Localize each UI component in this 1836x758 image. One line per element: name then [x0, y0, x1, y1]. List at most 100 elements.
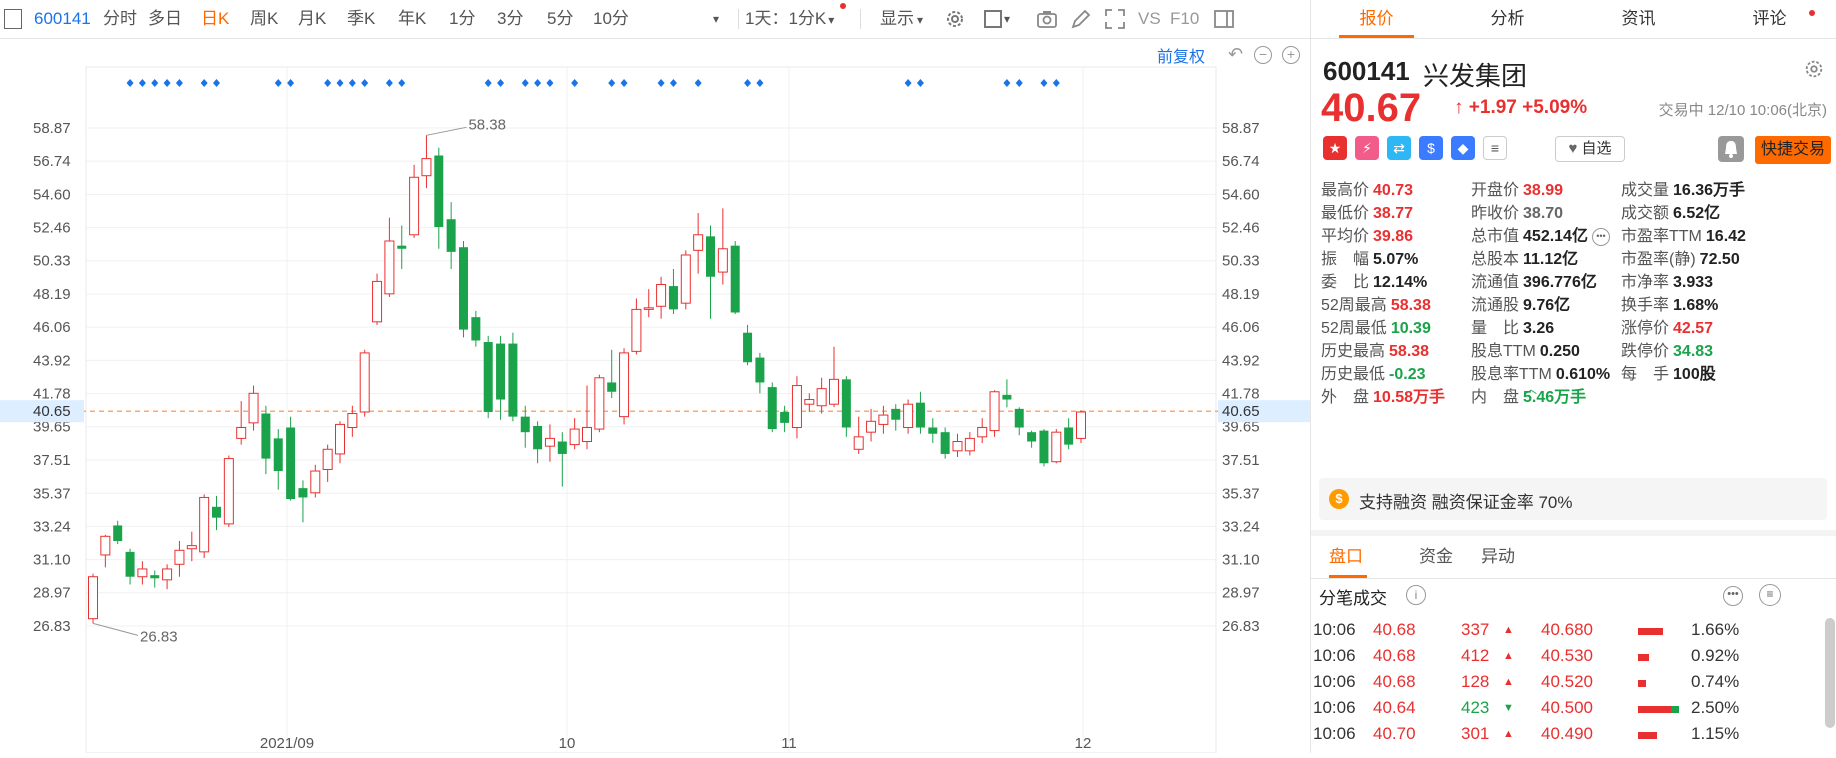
panel-tab-2[interactable]: 资讯	[1621, 9, 1656, 28]
scrollbar[interactable]	[1825, 618, 1835, 728]
y-tick-label-left: 58.87	[33, 120, 71, 137]
level-percent: 0.74%	[1691, 672, 1740, 691]
y-tick-label-left: 37.51	[33, 452, 71, 469]
tag-icon[interactable]: ◆	[1451, 136, 1475, 160]
stat-cell: 总市值 452.14亿 •••	[1471, 222, 1610, 246]
period-tab-7[interactable]: 1分	[449, 9, 476, 28]
display-menu[interactable]: 显示 ▾	[880, 0, 923, 38]
period-select[interactable]: 1天：1分K ▾	[745, 0, 834, 38]
sub-tab-0[interactable]: 盘口	[1329, 547, 1363, 566]
candle-body	[878, 414, 889, 425]
undo-icon[interactable]: ↶	[1228, 44, 1244, 64]
chart-toolbar: 600141 分时 多日 日K 周K 月K 季K 年K 1分 3分 5分 10分 ▾ 1天：1分K ▾ …	[0, 0, 1310, 39]
period-tab-2[interactable]: 日K	[201, 9, 230, 28]
adjust-menu[interactable]: 前复权	[1157, 49, 1206, 66]
tick-row: 10:06 40.70 301 ▲ 40.490 1.15%	[1311, 724, 1836, 750]
period-tab-1[interactable]: 多日	[148, 9, 182, 28]
period-tab-10[interactable]: 10分	[593, 9, 629, 28]
layout-icon[interactable]	[982, 7, 1006, 31]
stock-code: 600141	[1323, 56, 1410, 86]
stat-cell: 跌停价 34.83	[1621, 337, 1713, 361]
candle-body	[915, 402, 925, 428]
stat-cell: 最高价 40.73	[1321, 176, 1413, 200]
candle-body	[829, 378, 839, 405]
chevron-down-icon[interactable]: ▾	[1004, 12, 1011, 26]
chevron-up-icon[interactable]: ︿	[1525, 382, 1538, 396]
zoom-out-icon[interactable]: −	[1254, 46, 1272, 64]
camera-icon[interactable]	[1035, 7, 1059, 31]
dollar-icon[interactable]: $	[1419, 136, 1443, 160]
stat-label: 总市值	[1471, 228, 1520, 245]
more-icon[interactable]: •••	[1591, 227, 1610, 246]
stat-cell: 外 盘 10.58万手	[1321, 383, 1445, 407]
candles	[88, 135, 1086, 624]
stat-row: 平均价 39.86 总市值 452.14亿 ••• 市盈率TTM 16.42	[1311, 222, 1836, 246]
watchlist-button[interactable]: ♥ 自选	[1555, 136, 1625, 162]
stat-label: 流通值	[1471, 274, 1520, 291]
stat-value: 42.57	[1673, 320, 1714, 337]
sidebar-toggle-icon[interactable]	[4, 9, 22, 29]
china-flag-icon[interactable]: ★	[1323, 136, 1347, 160]
tick-volume: 423	[1461, 698, 1490, 717]
compare-button[interactable]: VS	[1138, 9, 1161, 28]
f10-button[interactable]: F10	[1170, 9, 1200, 28]
alert-bell-icon[interactable]	[1718, 136, 1744, 162]
y-tick-label-right: 54.60	[1222, 186, 1260, 203]
kline-chart[interactable]: 58.87 56.74 54.60 52.46 50.33 48.19 46.06 43.92…	[0, 39, 1310, 754]
sub-tab-1[interactable]: 资金	[1419, 547, 1453, 566]
panel-tab-3[interactable]: 评论	[1752, 9, 1787, 28]
event-marker	[904, 79, 912, 87]
candle-body	[384, 240, 395, 295]
fullscreen-icon[interactable]	[1103, 7, 1127, 31]
period-tab-8[interactable]: 3分	[497, 9, 524, 28]
more-icon[interactable]: •••	[1723, 586, 1743, 606]
panel-tab-0[interactable]: 报价	[1359, 9, 1394, 28]
period-tab-3[interactable]: 周K	[250, 9, 279, 28]
quick-trade-button[interactable]: 快捷交易	[1755, 136, 1831, 164]
settings-icon[interactable]	[943, 7, 967, 31]
zoom-in-icon[interactable]: +	[1282, 46, 1300, 64]
y-tick-label-right: 28.97	[1222, 585, 1260, 602]
y-tick-label-left: 28.97	[33, 585, 71, 602]
stat-label: 成交量	[1621, 182, 1670, 199]
candle-body	[706, 236, 715, 277]
x-tick-label: 10	[559, 735, 576, 752]
y-tick-label-right: 41.78	[1222, 386, 1260, 403]
level-bar	[1638, 628, 1663, 635]
sub-tab-2[interactable]: 异动	[1481, 547, 1515, 566]
stat-cell: 成交额 6.52亿	[1621, 199, 1720, 223]
stat-label: 总股本	[1471, 251, 1520, 268]
shuffle-icon[interactable]: ⇄	[1387, 136, 1411, 160]
period-tab-9[interactable]: 5分	[547, 9, 574, 28]
divider	[860, 9, 861, 29]
current-price-tag-right	[1218, 400, 1310, 423]
chevron-down-icon[interactable]: ▾	[713, 12, 720, 26]
info-icon[interactable]: i	[1406, 585, 1426, 605]
candle-body	[286, 427, 296, 500]
candle-body	[298, 488, 308, 498]
event-marker	[336, 79, 344, 87]
stat-value: 6.52亿	[1673, 205, 1721, 222]
y-tick-label-left: 56.74	[33, 153, 71, 170]
period-tab-6[interactable]: 年K	[398, 9, 427, 28]
kline-svg[interactable]: 58.87 56.74 54.60 52.46 50.33 48.19 46.06 43.92…	[0, 39, 1310, 754]
period-tab-0[interactable]: 分时	[103, 9, 137, 28]
panel-tab-1[interactable]: 分析	[1490, 9, 1525, 28]
stock-link-icon[interactable]: ⚡	[1355, 136, 1379, 160]
period-tab-5[interactable]: 季K	[347, 9, 376, 28]
candle-body	[557, 441, 567, 454]
notes-icon[interactable]: ≡	[1483, 136, 1507, 160]
candle-body	[113, 525, 123, 541]
stock-code-label[interactable]: 600141	[34, 9, 91, 28]
y-tick-label-right: 50.33	[1222, 253, 1260, 270]
candle-body	[755, 357, 765, 383]
level-percent: 1.66%	[1691, 620, 1740, 639]
panel-collapse-icon[interactable]	[1212, 7, 1236, 31]
expand-icon[interactable]: ≡	[1759, 584, 1781, 606]
settings-icon[interactable]	[1803, 58, 1825, 80]
period-tab-4[interactable]: 月K	[298, 9, 327, 28]
watchlist-label: 自选	[1581, 140, 1612, 157]
pencil-icon[interactable]	[1069, 7, 1093, 31]
candle-body	[631, 308, 642, 352]
candle-body	[150, 575, 160, 579]
